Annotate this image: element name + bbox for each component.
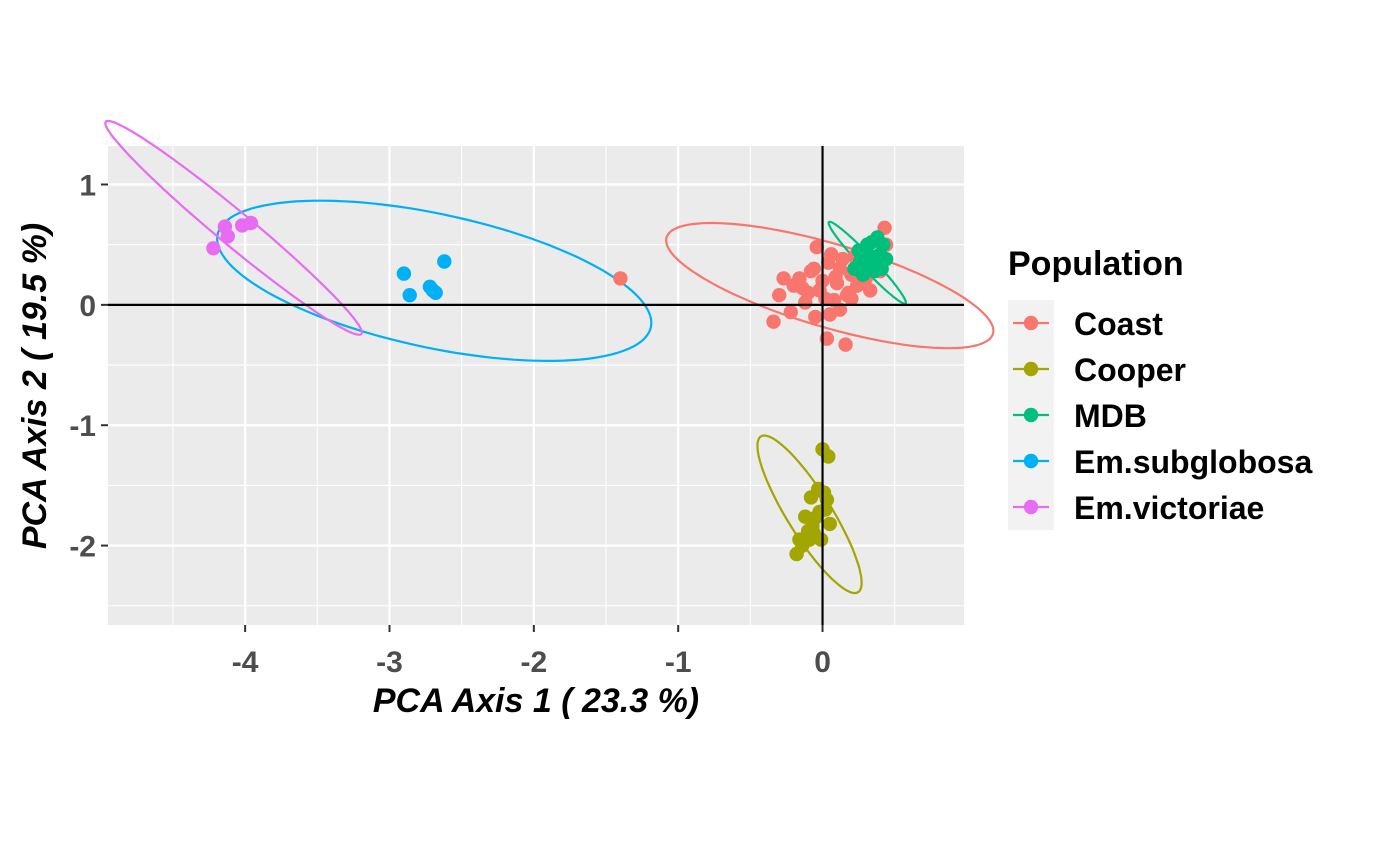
ellipse-cooper	[756, 434, 863, 595]
point-cooper-9	[821, 449, 836, 464]
point-coast-40	[795, 280, 810, 296]
point-em-victoriae-4	[243, 215, 259, 231]
point-mdb-15	[851, 243, 866, 258]
point-mdb-14	[874, 261, 889, 276]
legend-label-em-subglobosa: Em.subglobosa	[1074, 444, 1312, 480]
point-cooper-10	[822, 516, 837, 532]
legend-key-point-cooper	[1023, 361, 1039, 377]
x-tick-label-4: 0	[814, 646, 831, 679]
x-tick-label-3: -1	[665, 646, 692, 679]
reference-lines	[108, 146, 964, 625]
point-em-subglobosa-4	[428, 285, 443, 300]
plot-panel	[108, 146, 964, 625]
x-tick-label-0: -4	[232, 646, 259, 679]
point-coast-20	[838, 337, 853, 352]
legend-key-point-mdb	[1023, 407, 1039, 423]
point-em-subglobosa-5	[437, 254, 452, 269]
y-tick-label-0: -2	[69, 531, 96, 564]
y-tick-label-1: -1	[69, 410, 96, 443]
legend-key-point-em-victoriae	[1023, 499, 1039, 515]
legend-label-em-victoriae: Em.victoriae	[1074, 490, 1264, 526]
point-coast-19	[835, 251, 850, 267]
x-tick-label-1: -3	[376, 646, 403, 679]
point-em-victoriae-2	[220, 229, 235, 244]
legend-key-point-em-subglobosa	[1023, 453, 1039, 469]
point-coast-34	[808, 309, 823, 325]
point-cooper-17	[812, 504, 827, 520]
y-axis-ticks: -2 -1 0 1	[69, 170, 108, 564]
ellipse-coast	[664, 221, 995, 350]
legend: Population Coast Cooper MDB Em.subglobosa Em…	[1008, 245, 1312, 530]
legend-key-point-coast	[1023, 315, 1039, 331]
x-tick-label-2: -2	[520, 646, 547, 679]
point-cooper-15	[802, 532, 817, 547]
ellipse-em-victoriae	[104, 119, 364, 336]
point-coast-8	[806, 261, 822, 276]
x-axis-title: PCA Axis 1 ( 23.3 %)	[373, 682, 699, 720]
ellipse-mdb	[827, 220, 907, 305]
ellipse-em-subglobosa	[215, 199, 653, 362]
point-coast-1	[766, 314, 781, 329]
point-cooper-14	[792, 532, 807, 547]
point-coast-38	[772, 288, 787, 303]
point-cooper-18	[805, 519, 820, 534]
point-em-victoriae-0	[206, 241, 221, 256]
legend-title: Population	[1008, 245, 1184, 283]
legend-label-mdb: MDB	[1074, 398, 1147, 434]
point-coast-41	[839, 288, 855, 303]
point-coast-33	[783, 304, 798, 320]
point-mdb-8	[876, 237, 891, 252]
legend-label-coast: Coast	[1074, 306, 1163, 342]
point-coast-28	[863, 283, 878, 298]
point-em-subglobosa-1	[402, 288, 417, 303]
point-coast-36	[832, 302, 848, 317]
point-coast-0	[613, 271, 628, 286]
legend-items: Coast Cooper MDB Em.subglobosa Em.victoriae	[1008, 300, 1312, 530]
x-axis-ticks: -4 -3 -2 -1 0	[232, 625, 831, 679]
y-tick-label-2: 0	[79, 290, 96, 323]
confidence-ellipses	[104, 119, 995, 595]
point-em-subglobosa-0	[396, 266, 412, 281]
point-coast-9	[809, 239, 824, 255]
y-tick-label-3: 1	[79, 170, 96, 203]
y-axis-title: PCA Axis 2 ( 19.5 %)	[16, 223, 54, 549]
point-coast-15	[824, 247, 839, 262]
point-mdb-10	[855, 267, 871, 282]
point-coast-39	[828, 270, 843, 285]
point-coast-2	[776, 271, 791, 286]
legend-label-cooper: Cooper	[1074, 352, 1186, 388]
